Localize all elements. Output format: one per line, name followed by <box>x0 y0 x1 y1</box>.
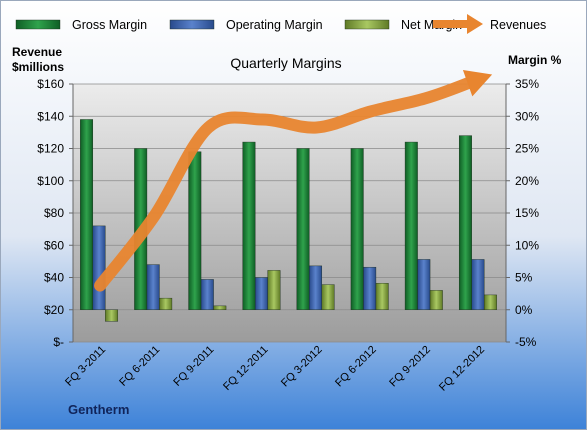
left-tick-label: $100 <box>37 174 64 188</box>
bar-gross-margin-fq-6-2012 <box>350 148 364 310</box>
legend-swatch-net-margin <box>344 19 390 30</box>
left-tick-label: $140 <box>37 109 64 123</box>
bar-net-margin-fq-6-2011 <box>159 297 173 310</box>
right-tick-label: -5% <box>515 335 537 349</box>
left-tick-label: $60 <box>44 238 64 252</box>
left-axis-title-line1: Revenue <box>12 45 62 59</box>
right-tick-label: 30% <box>515 109 539 123</box>
left-axis: $- $20 $40 $60 $80 $100 $120 $140 $160 <box>37 77 74 349</box>
bar-gross-margin-fq-3-2011 <box>80 119 94 310</box>
left-tick-label: $- <box>53 335 64 349</box>
bar-gross-margin-fq-12-2012 <box>458 135 472 310</box>
bar-operating-margin-fq-12-2011 <box>254 277 268 310</box>
bar-net-margin-fq-6-2012 <box>375 283 389 310</box>
bar-net-margin-fq-3-2011 <box>105 309 119 322</box>
right-tick-label: 35% <box>515 77 539 91</box>
bar-operating-margin-fq-3-2011 <box>92 225 106 310</box>
revenue-line <box>94 76 476 292</box>
right-axis-title: Margin % <box>508 53 562 67</box>
right-axis: -5% 0% 5% 10% 15% 20% 25% 30% 35% <box>505 77 539 349</box>
right-tick-label: 0% <box>515 303 533 317</box>
bar-net-margin-fq-9-2012 <box>429 290 443 310</box>
chart-title: Quarterly Margins <box>230 55 341 71</box>
bar-operating-margin-fq-6-2012 <box>363 266 377 310</box>
bar-operating-margin-fq-9-2011 <box>200 279 214 310</box>
revenue-line-layer <box>94 70 493 292</box>
bar-gross-margin-fq-9-2011 <box>188 151 202 310</box>
bar-series <box>80 119 497 322</box>
right-tick-label: 25% <box>515 142 539 156</box>
footer-company: Gentherm <box>68 402 129 417</box>
left-tick-label: $40 <box>44 271 64 285</box>
left-axis-title-line2: $millions <box>12 60 64 74</box>
left-tick-label: $20 <box>44 303 64 317</box>
right-tick-label: 15% <box>515 206 539 220</box>
bar-gross-margin-fq-9-2012 <box>404 141 418 310</box>
legend-label-operating-margin: Operating Margin <box>226 18 323 32</box>
legend-swatch-gross-margin <box>15 19 61 30</box>
bar-net-margin-fq-12-2012 <box>483 294 497 310</box>
bar-net-margin-fq-3-2012 <box>321 284 335 310</box>
legend-label-gross-margin: Gross Margin <box>72 18 147 32</box>
left-tick-label: $80 <box>44 206 64 220</box>
bar-operating-margin-fq-6-2011 <box>146 264 160 310</box>
bar-net-margin-fq-12-2011 <box>267 270 281 310</box>
right-tick-label: 20% <box>515 174 539 188</box>
revenue-arrowhead <box>462 70 493 97</box>
bar-gross-margin-fq-3-2012 <box>296 148 310 310</box>
bar-net-margin-fq-9-2011 <box>213 305 227 310</box>
legend-swatch-revenues-head <box>467 14 483 34</box>
left-tick-label: $160 <box>37 77 64 91</box>
bar-gross-margin-fq-12-2011 <box>242 141 256 310</box>
legend-label-revenues: Revenues <box>490 18 546 32</box>
legend: Gross Margin Operating Margin Net Margin Re… <box>15 14 546 34</box>
legend-swatch-operating-margin <box>169 19 215 30</box>
right-tick-label: 10% <box>515 238 539 252</box>
right-tick-label: 5% <box>515 271 533 285</box>
bar-operating-margin-fq-12-2012 <box>471 259 485 310</box>
left-tick-label: $120 <box>37 142 64 156</box>
bar-operating-margin-fq-9-2012 <box>417 259 431 310</box>
bar-operating-margin-fq-3-2012 <box>309 265 323 310</box>
